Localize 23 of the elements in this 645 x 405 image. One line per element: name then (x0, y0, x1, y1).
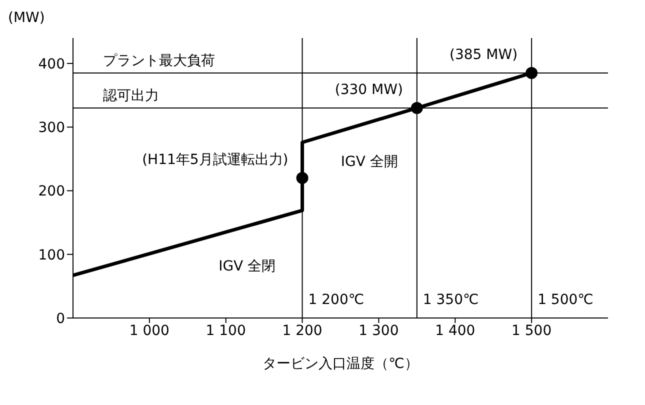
annotation: (385 MW) (450, 47, 518, 63)
x-tick-label: 1 100 (206, 322, 246, 339)
x-tick-label: 1 400 (435, 322, 476, 339)
y-tick-label: 400 (38, 56, 65, 72)
y-tick-label: 100 (38, 247, 65, 264)
y-tick-label: 300 (38, 120, 65, 136)
ref-line-label: 1 350℃ (422, 292, 479, 308)
annotation: IGV 全閉 (218, 258, 276, 275)
ref-line-label: 認可出力 (103, 88, 159, 104)
annotation: IGV 全開 (340, 154, 398, 170)
y-axis-title: (MW) (8, 10, 45, 26)
x-axis-title: タービン入口温度（℃） (262, 356, 418, 372)
x-tick-label: 1 500 (512, 322, 552, 339)
ref-line-label: 1 500℃ (538, 292, 594, 308)
annotation: (330 MW) (334, 82, 403, 98)
y-tick-label: 0 (56, 310, 65, 327)
ref-line-label: プラント最大負荷 (103, 53, 215, 69)
x-tick-label: 1 000 (129, 322, 170, 339)
y-tick-label: 200 (38, 184, 65, 200)
x-tick-label: 1 200 (282, 322, 322, 339)
x-tick-label: 1 300 (358, 322, 399, 339)
annotation: (H11年5月試運転出力) (142, 152, 288, 168)
ref-line-label: 1 200℃ (308, 292, 364, 308)
